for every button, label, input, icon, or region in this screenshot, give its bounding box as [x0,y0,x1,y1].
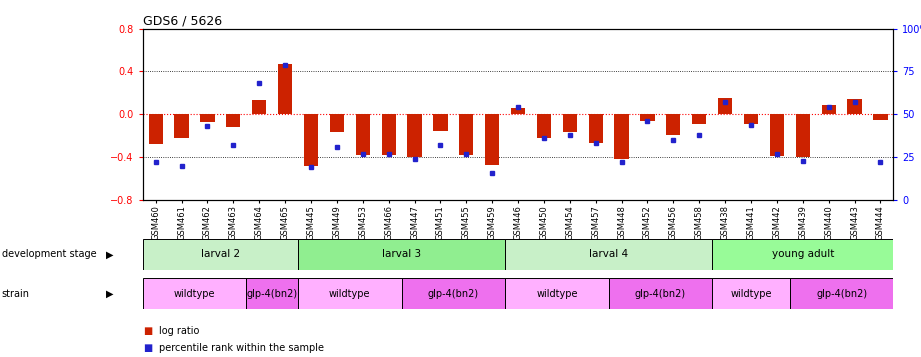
Text: glp-4(bn2): glp-4(bn2) [816,288,868,299]
Bar [822,105,835,114]
Bar [485,114,499,165]
Bar [666,114,681,135]
Text: larval 2: larval 2 [201,249,240,260]
Text: strain: strain [2,288,29,299]
Bar [847,99,862,114]
Bar [298,278,402,309]
Bar [148,114,163,144]
Text: young adult: young adult [772,249,834,260]
Bar [770,114,784,156]
Bar [381,114,396,155]
Bar [460,114,473,155]
Text: wildtype: wildtype [536,288,577,299]
Text: glp-4(bn2): glp-4(bn2) [635,288,686,299]
Text: ▶: ▶ [106,288,113,299]
Text: glp-4(bn2): glp-4(bn2) [427,288,479,299]
Text: development stage: development stage [2,249,97,260]
Bar [563,114,577,132]
Text: larval 3: larval 3 [382,249,421,260]
Bar [407,114,422,157]
Text: larval 4: larval 4 [589,249,628,260]
Bar [744,114,758,124]
Bar [873,114,888,120]
Text: glp-4(bn2): glp-4(bn2) [247,288,297,299]
Bar [402,278,505,309]
Text: wildtype: wildtype [174,288,216,299]
Bar [304,114,318,166]
Bar [796,114,810,157]
Text: wildtype: wildtype [329,288,370,299]
Bar [505,239,712,270]
Bar [537,114,551,138]
Bar [712,239,893,270]
Bar [298,239,505,270]
Bar [143,278,246,309]
Bar [505,278,609,309]
Bar [712,278,790,309]
Bar [718,98,732,114]
Bar [692,114,706,124]
Text: wildtype: wildtype [730,288,772,299]
Bar [511,108,525,114]
Bar [278,64,292,114]
Bar [614,114,629,159]
Bar [174,114,189,138]
Bar [246,278,298,309]
Text: ▶: ▶ [106,249,113,260]
Bar [640,114,655,121]
Bar [330,114,344,132]
Bar [201,114,215,122]
Bar [609,278,712,309]
Text: ■: ■ [143,343,152,353]
Bar [356,114,370,155]
Text: percentile rank within the sample: percentile rank within the sample [159,343,324,353]
Bar [227,114,240,127]
Text: log ratio: log ratio [159,326,200,336]
Bar [252,100,266,114]
Text: GDS6 / 5626: GDS6 / 5626 [143,14,222,27]
Bar [433,114,448,131]
Bar [143,239,298,270]
Bar [589,114,603,143]
Bar [790,278,893,309]
Text: ■: ■ [143,326,152,336]
